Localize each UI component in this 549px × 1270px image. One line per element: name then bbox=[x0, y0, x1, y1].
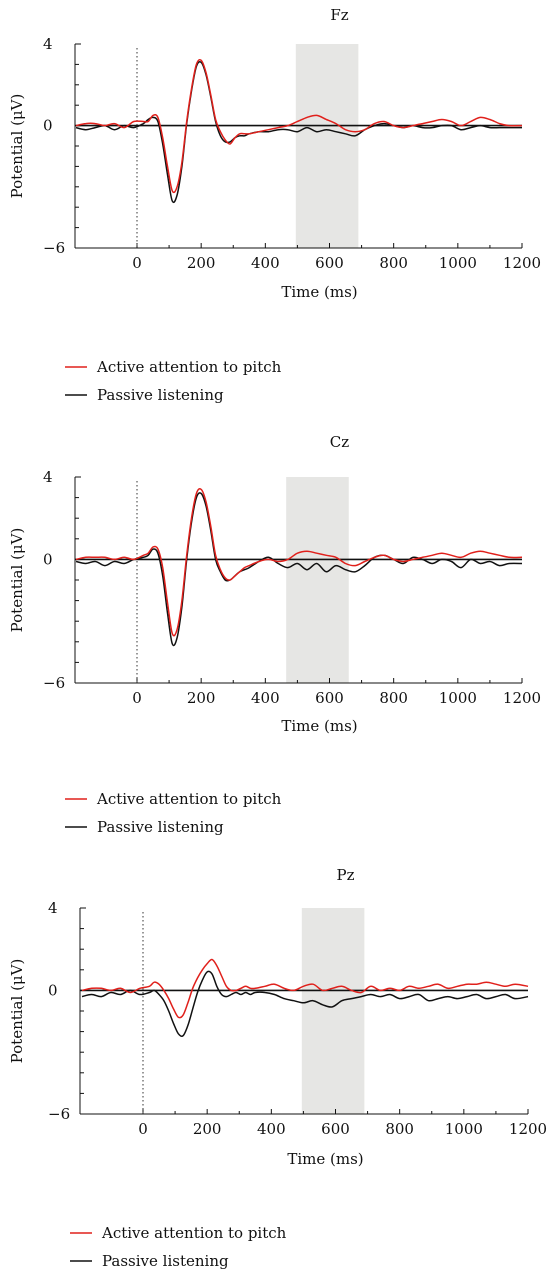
x-tick-label: 600 bbox=[315, 689, 344, 707]
x-tick-label: 1000 bbox=[439, 689, 477, 707]
series-line-passive bbox=[81, 970, 529, 1038]
series-line-passive bbox=[75, 61, 522, 204]
x-tick-label: 400 bbox=[251, 689, 280, 707]
legend: Active attention to pitch Passive listeni… bbox=[70, 1224, 287, 1270]
x-tick-label: 1200 bbox=[503, 689, 541, 707]
y-tick-label: 4 bbox=[43, 35, 53, 53]
x-tick-label: 400 bbox=[251, 254, 280, 272]
x-tick-label: 800 bbox=[385, 1120, 414, 1138]
legend-label-passive: Passive listening bbox=[102, 1252, 229, 1270]
x-tick-label: 1000 bbox=[445, 1120, 483, 1138]
x-axis-label: Time (ms) bbox=[287, 1150, 363, 1168]
series-line-active bbox=[75, 58, 523, 194]
y-tick-label: 4 bbox=[43, 468, 53, 486]
panel-cz: 4 0 −6 0 200 400 600 800 1000 1200 Cz Time (ms) Pote… bbox=[8, 433, 541, 836]
legend-label-passive: Passive listening bbox=[97, 386, 224, 404]
x-tick-label: 200 bbox=[193, 1120, 222, 1138]
y-tick-label: 4 bbox=[48, 899, 58, 917]
legend-label-active: Active attention to pitch bbox=[96, 358, 282, 376]
y-axis-label: Potential (μV) bbox=[8, 528, 26, 633]
x-tick-label: 0 bbox=[138, 1120, 148, 1138]
x-tick-label: 200 bbox=[187, 689, 216, 707]
y-tick-label: 0 bbox=[48, 981, 58, 999]
legend: Active attention to pitch Passive listeni… bbox=[65, 358, 282, 404]
x-tick-label: 1200 bbox=[509, 1120, 547, 1138]
chart-title: Fz bbox=[330, 6, 348, 24]
x-axis-label: Time (ms) bbox=[281, 717, 357, 735]
x-tick-label: 200 bbox=[187, 254, 216, 272]
x-tick-label: 600 bbox=[321, 1120, 350, 1138]
x-tick-label: 0 bbox=[132, 689, 142, 707]
y-tick-label: 0 bbox=[43, 117, 53, 135]
x-axis-label: Time (ms) bbox=[281, 283, 357, 301]
series-line-active bbox=[75, 488, 523, 637]
series-line-active bbox=[81, 958, 529, 1019]
legend-label-passive: Passive listening bbox=[97, 818, 224, 836]
y-tick-label: −6 bbox=[48, 1105, 70, 1123]
chart-title: Pz bbox=[337, 866, 355, 884]
x-tick-label: 0 bbox=[132, 254, 142, 272]
x-tick-label: 1000 bbox=[439, 254, 477, 272]
shaded-window bbox=[295, 44, 359, 248]
y-tick-label: −6 bbox=[43, 239, 65, 257]
shaded-window bbox=[286, 477, 349, 683]
y-tick-label: 0 bbox=[43, 550, 53, 568]
legend-label-active: Active attention to pitch bbox=[96, 790, 282, 808]
series-line-passive bbox=[75, 492, 523, 647]
x-tick-label: 800 bbox=[379, 689, 408, 707]
y-axis-label: Potential (μV) bbox=[8, 94, 26, 199]
legend: Active attention to pitch Passive listeni… bbox=[65, 790, 282, 836]
y-tick-label: −6 bbox=[43, 674, 65, 692]
panel-pz: 4 0 −6 0 200 400 600 800 1000 1200 Pz Time (ms) Pote… bbox=[8, 866, 547, 1270]
panel-fz: 4 0 −6 0 200 400 600 800 1000 1200 Fz Time (ms) Pote… bbox=[8, 6, 541, 404]
x-tick-label: 400 bbox=[257, 1120, 286, 1138]
y-axis-label: Potential (μV) bbox=[8, 959, 26, 1064]
x-tick-label: 600 bbox=[315, 254, 344, 272]
x-tick-label: 800 bbox=[379, 254, 408, 272]
x-tick-label: 1200 bbox=[503, 254, 541, 272]
chart-title: Cz bbox=[330, 433, 349, 451]
legend-label-active: Active attention to pitch bbox=[101, 1224, 287, 1242]
shaded-window bbox=[301, 908, 365, 1114]
